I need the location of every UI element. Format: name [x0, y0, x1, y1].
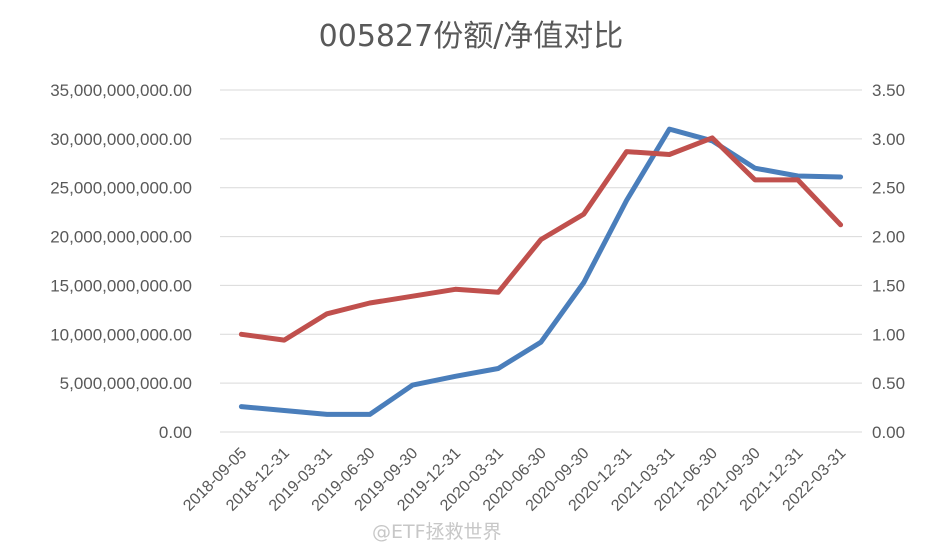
left-tick-label: 15,000,000,000.00: [50, 276, 192, 295]
watermark: @ETF拯救世界: [372, 521, 502, 543]
left-tick-label: 35,000,000,000.00: [50, 81, 192, 100]
left-tick-label: 0.00: [159, 423, 192, 442]
gridlines: [220, 90, 862, 432]
x-axis-ticks: 2018-09-052018-12-312019-03-312019-06-30…: [180, 445, 849, 515]
left-tick-label: 25,000,000,000.00: [50, 179, 192, 198]
right-axis-ticks: 0.00 0.50 1.00 1.50 2.00 2.50 3.00 3.50: [872, 81, 905, 442]
left-axis-ticks: 0.00 5,000,000,000.00 10,000,000,000.00 15,…: [50, 81, 192, 442]
left-tick-label: 5,000,000,000.00: [60, 374, 192, 393]
right-tick-label: 3.50: [872, 81, 905, 100]
right-tick-label: 1.50: [872, 276, 905, 295]
series-line-1: [241, 129, 840, 414]
right-tick-label: 0.00: [872, 423, 905, 442]
right-tick-label: 2.00: [872, 228, 905, 247]
right-tick-label: 3.00: [872, 130, 905, 149]
left-tick-label: 30,000,000,000.00: [50, 130, 192, 149]
left-tick-label: 20,000,000,000.00: [50, 228, 192, 247]
right-tick-label: 2.50: [872, 179, 905, 198]
right-tick-label: 0.50: [872, 374, 905, 393]
right-tick-label: 1.00: [872, 325, 905, 344]
series-lines: [241, 129, 840, 414]
left-tick-label: 10,000,000,000.00: [50, 325, 192, 344]
chart-title: 005827份额/净值对比: [319, 19, 624, 54]
